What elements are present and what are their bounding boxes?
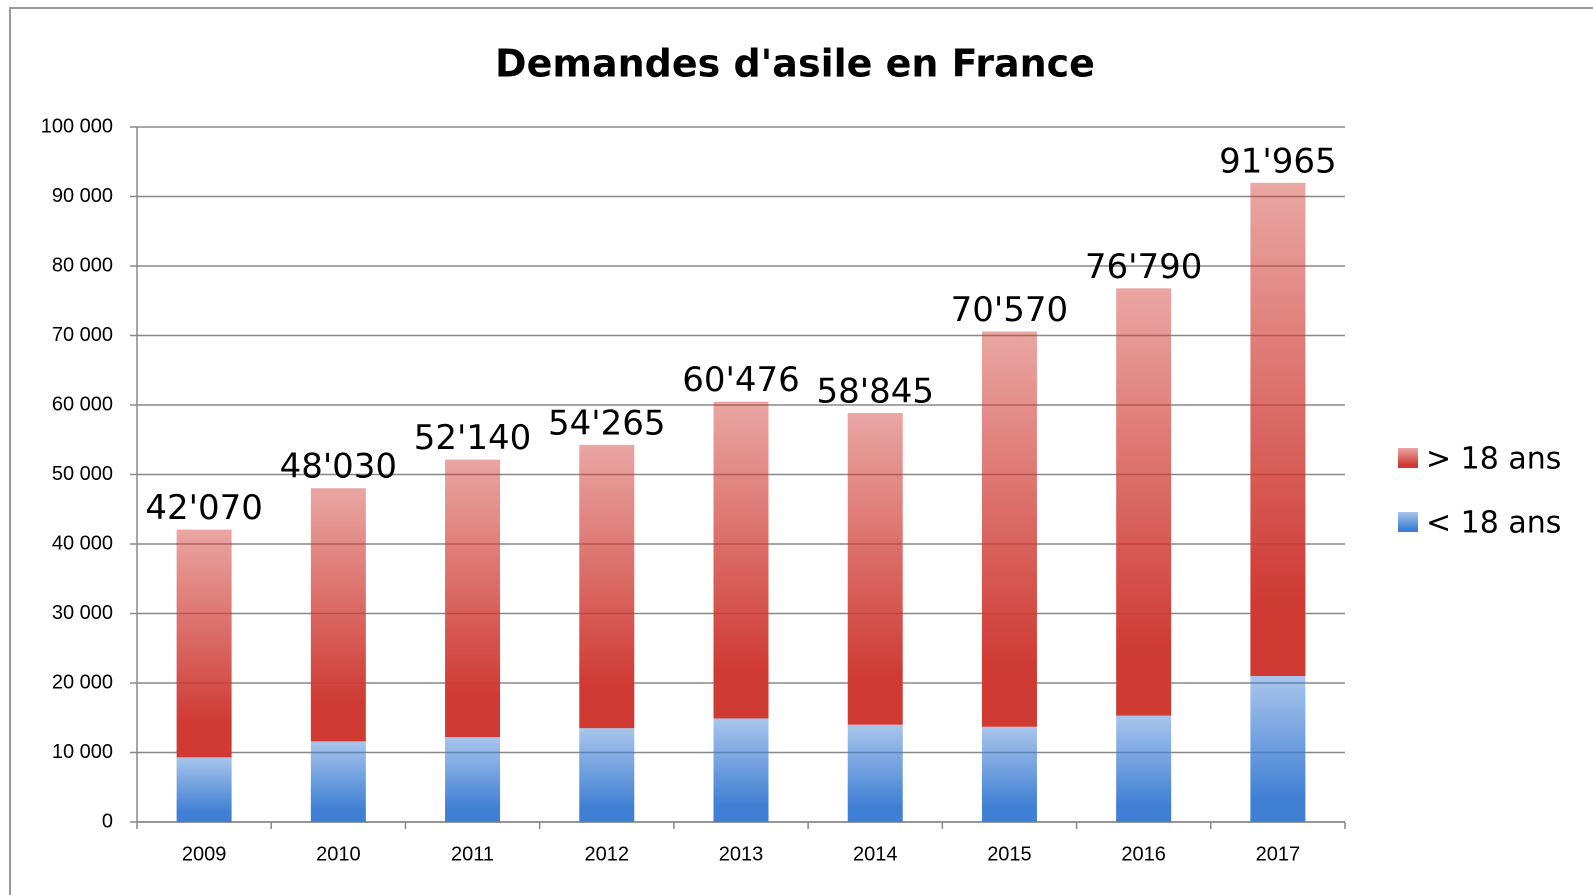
total-label: 52'140 — [414, 418, 532, 458]
bar-segment — [445, 459, 501, 738]
x-tick-label: 2016 — [1121, 843, 1166, 865]
bar-segment — [310, 741, 366, 822]
bar-segment — [713, 401, 769, 719]
legend-swatch — [1398, 448, 1418, 468]
legend-label: < 18 ans — [1426, 506, 1561, 541]
y-tick-label: 90 000 — [52, 185, 113, 207]
bar-segment — [579, 444, 635, 729]
total-label: 42'070 — [145, 488, 263, 528]
bar-segment — [981, 726, 1037, 822]
legend-label: > 18 ans — [1426, 442, 1561, 477]
y-tick-label: 30 000 — [52, 602, 113, 624]
bar-segment — [847, 413, 903, 725]
y-tick-label: 70 000 — [52, 324, 113, 346]
total-label: 48'030 — [280, 447, 398, 487]
y-tick-label: 100 000 — [41, 115, 113, 137]
bar-segment — [713, 718, 769, 822]
y-tick-label: 20 000 — [52, 671, 113, 693]
x-tick-label: 2011 — [451, 843, 494, 865]
x-tick-label: 2012 — [585, 843, 630, 865]
total-label: 70'570 — [951, 290, 1069, 330]
y-tick-label: 10 000 — [52, 741, 113, 763]
y-tick-label: 50 000 — [52, 463, 113, 485]
x-tick-label: 2015 — [987, 843, 1032, 865]
bar-segment — [1250, 676, 1306, 822]
y-tick-label: 60 000 — [52, 393, 113, 415]
total-label: 91'965 — [1219, 141, 1337, 181]
bar-segment — [176, 529, 232, 758]
x-tick-label: 2013 — [719, 843, 764, 865]
chart-frame — [9, 7, 1593, 895]
y-tick-label: 80 000 — [52, 254, 113, 276]
legend-swatch — [1398, 512, 1418, 532]
x-tick-label: 2017 — [1256, 843, 1301, 865]
x-tick-label: 2014 — [853, 843, 898, 865]
total-label: 58'845 — [816, 372, 934, 412]
x-tick-label: 2009 — [182, 843, 227, 865]
chart-title: Demandes d'asile en France — [495, 42, 1095, 86]
total-label: 76'790 — [1085, 247, 1203, 287]
bar-segment — [847, 724, 903, 822]
bar-segment — [310, 488, 366, 742]
bar-segment — [445, 737, 501, 822]
bar-segment — [1116, 288, 1172, 716]
x-tick-label: 2010 — [316, 843, 361, 865]
total-label: 54'265 — [548, 403, 666, 443]
bar-segment — [579, 728, 635, 822]
bar-segment — [1116, 715, 1172, 822]
y-tick-label: 40 000 — [52, 532, 113, 554]
bar-segment — [981, 331, 1037, 727]
bar-segment — [1250, 182, 1306, 677]
bar-segment — [176, 757, 232, 822]
y-tick-label: 0 — [102, 810, 113, 832]
total-label: 60'476 — [682, 360, 800, 400]
